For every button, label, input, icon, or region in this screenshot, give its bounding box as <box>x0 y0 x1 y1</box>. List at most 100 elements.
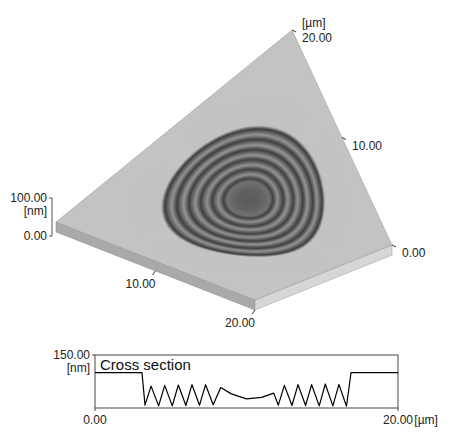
tick-label: 10.00 <box>125 277 155 291</box>
tick-label: 150.00 <box>53 348 90 362</box>
height-ring <box>191 152 301 240</box>
height-ring <box>146 112 336 265</box>
height-ring <box>221 177 275 220</box>
height-ring <box>143 110 338 266</box>
height-ring <box>223 178 274 219</box>
height-ring <box>236 189 261 209</box>
tick-mark <box>153 271 156 275</box>
tick-label: 100.00 <box>10 191 47 205</box>
height-ring <box>179 141 312 247</box>
height-ring <box>193 153 299 238</box>
height-ring <box>243 195 254 204</box>
height-ring <box>226 180 271 216</box>
height-ring <box>221 176 276 220</box>
tick-mark <box>95 408 96 411</box>
profile-line <box>95 373 398 407</box>
height-ring <box>187 148 305 243</box>
height-ring <box>195 154 299 237</box>
height-ring <box>189 150 303 241</box>
height-ring <box>149 115 334 264</box>
surface-view: 10.0020.000.0010.0020.00[µm]0.00100.00[n… <box>10 16 425 330</box>
height-ring <box>154 119 331 261</box>
tick-label: 0.00 <box>402 246 426 260</box>
tick-label: 0.00 <box>83 413 107 427</box>
height-ring <box>242 194 255 205</box>
height-ring <box>155 120 330 260</box>
height-ring <box>234 188 263 211</box>
tick-label: 10.00 <box>352 139 382 153</box>
height-ring <box>144 111 338 266</box>
height-ring <box>186 147 306 243</box>
height-ring <box>239 191 259 207</box>
height-ring <box>193 153 301 239</box>
height-ring <box>173 136 316 251</box>
height-ring <box>209 167 285 228</box>
height-ring <box>201 160 293 234</box>
height-ring <box>238 191 260 208</box>
height-ring <box>179 142 310 247</box>
height-ring <box>148 114 335 264</box>
height-ring <box>154 120 330 261</box>
height-ring <box>147 114 335 265</box>
height-ring <box>137 104 343 269</box>
height-ring <box>212 170 283 227</box>
height-ring <box>159 123 328 258</box>
tick-label: 20.00 <box>383 413 413 427</box>
height-ring <box>152 118 331 262</box>
height-ring <box>206 164 288 230</box>
height-ring <box>129 97 349 274</box>
height-ring <box>181 143 309 246</box>
z-axis <box>52 198 53 236</box>
plot-area <box>95 373 398 407</box>
height-ring <box>153 119 331 262</box>
height-ring <box>163 128 323 257</box>
height-ring <box>135 103 344 271</box>
height-ring <box>141 108 340 267</box>
height-ring <box>236 189 262 210</box>
height-ring <box>177 140 312 248</box>
height-ring <box>167 131 320 254</box>
height-ring <box>190 151 302 241</box>
height-ring <box>218 174 278 222</box>
height-ring <box>232 186 265 213</box>
tick-mark <box>292 30 296 32</box>
height-ring <box>232 186 264 212</box>
height-ring <box>175 137 315 249</box>
height-ring <box>142 109 339 267</box>
height-ring <box>205 164 289 231</box>
height-ring <box>194 154 299 238</box>
height-ring <box>174 137 315 250</box>
height-ring <box>202 160 293 233</box>
height-ring <box>175 138 314 249</box>
height-ring <box>168 132 320 254</box>
height-ring <box>166 130 322 255</box>
height-ring <box>228 182 270 216</box>
height-ring <box>243 194 255 204</box>
tick-mark <box>252 310 255 314</box>
height-ring <box>222 177 275 219</box>
height-ring <box>133 101 346 272</box>
height-ring <box>130 98 348 273</box>
height-ring <box>200 159 293 234</box>
height-ring <box>207 165 287 229</box>
height-ring <box>152 117 333 262</box>
tick-mark <box>92 355 95 356</box>
axis-title: [µm] <box>302 16 326 30</box>
height-ring <box>248 199 249 200</box>
height-ring <box>180 142 310 247</box>
height-ring <box>224 179 272 217</box>
height-ring <box>219 175 276 221</box>
height-ring <box>245 196 252 202</box>
height-ring <box>200 159 294 235</box>
height-ring <box>134 101 346 271</box>
height-ring <box>247 198 251 201</box>
height-ring <box>220 176 276 221</box>
height-ring <box>234 187 264 211</box>
axis-title: [nm] <box>24 204 47 218</box>
height-ring <box>158 123 328 259</box>
height-ring <box>138 106 341 269</box>
height-ring <box>239 192 258 207</box>
height-ring <box>231 185 266 213</box>
height-ring <box>181 143 310 247</box>
height-ring <box>227 182 270 216</box>
